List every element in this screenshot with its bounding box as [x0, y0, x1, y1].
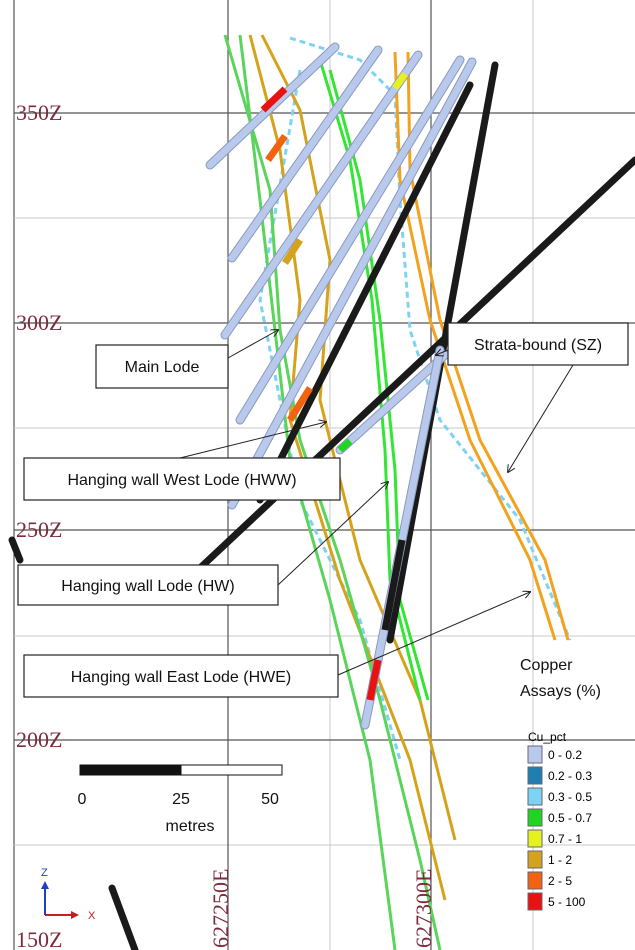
- scale-tick: 0: [78, 791, 87, 808]
- callout-text: Main Lode: [125, 359, 200, 376]
- callout-box: [23, 457, 341, 501]
- legend-swatch: [527, 892, 543, 911]
- legend: Copper Assays (%) Cu_pct 0 - 0.2 0.2 - 0.…: [520, 657, 601, 911]
- callout-box: [95, 344, 229, 389]
- legend-label: 0 - 0.2: [548, 748, 582, 762]
- legend-label: 0.7 - 1: [548, 832, 582, 846]
- legend-heading: Assays (%): [520, 683, 601, 700]
- legend-title: Cu_pct: [528, 730, 567, 744]
- northing-label: 250Z: [16, 517, 62, 542]
- callout-box: [17, 564, 279, 606]
- legend-swatch: [527, 871, 543, 890]
- callout-text: Hanging wall West Lode (HWW): [67, 472, 296, 489]
- legend-swatch: [527, 829, 543, 848]
- callouts: Main Lode Strata-bound (SZ) Hanging wall…: [17, 322, 629, 698]
- axis-x: X: [88, 910, 96, 922]
- callout-box: [447, 322, 629, 366]
- easting-label: 627250E: [208, 869, 233, 948]
- northing-label: 350Z: [16, 100, 62, 125]
- legend-label: 0.2 - 0.3: [548, 769, 592, 783]
- legend-swatch: [527, 808, 543, 827]
- legend-heading: Copper: [520, 657, 573, 674]
- axis-z: Z: [41, 867, 48, 879]
- legend-label: 0.3 - 0.5: [548, 790, 592, 804]
- scale-tick: 25: [172, 791, 190, 808]
- northing-label: 300Z: [16, 310, 62, 335]
- legend-swatch: [527, 787, 543, 806]
- scale-unit: metres: [166, 818, 215, 835]
- callout-box: [23, 654, 339, 698]
- easting-label: 627300E: [411, 869, 436, 948]
- scale-tick: 50: [261, 791, 279, 808]
- legend-label: 2 - 5: [548, 874, 572, 888]
- axes-icon: Z X: [41, 867, 96, 922]
- grid-labels: 350Z 300Z 250Z 200Z 150Z 627250E 627300E: [16, 100, 436, 950]
- callout-text: Hanging wall Lode (HW): [61, 578, 234, 595]
- scale-bar: 0 25 50 metres: [78, 764, 283, 835]
- legend-label: 5 - 100: [548, 895, 586, 909]
- legend-label: 1 - 2: [548, 853, 572, 867]
- northing-label: 200Z: [16, 727, 62, 752]
- legend-swatch: [527, 745, 543, 764]
- legend-swatch: [527, 766, 543, 785]
- legend-swatch: [527, 850, 543, 869]
- callout-text: Hanging wall East Lode (HWE): [71, 669, 292, 686]
- callout-text: Strata-bound (SZ): [474, 337, 602, 354]
- legend-label: 0.5 - 0.7: [548, 811, 592, 825]
- northing-label: 150Z: [16, 927, 62, 950]
